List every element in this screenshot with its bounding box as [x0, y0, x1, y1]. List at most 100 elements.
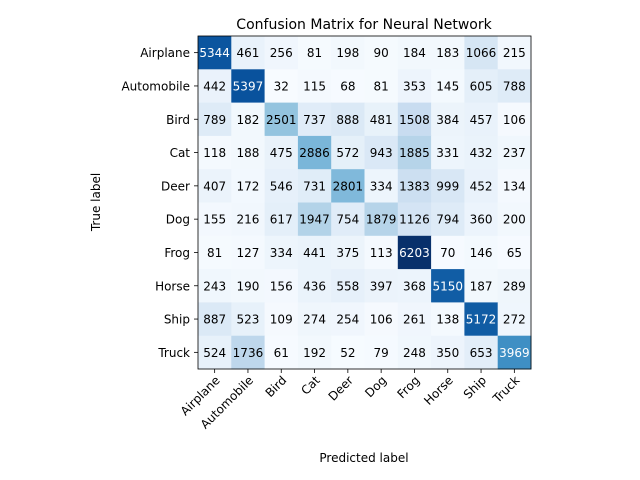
heatmap-cell: [464, 69, 499, 104]
heatmap-cell: [497, 36, 532, 70]
heatmap-cell: [397, 202, 432, 237]
heatmap-cell: [264, 102, 299, 137]
heatmap-cell: [264, 169, 299, 203]
heatmap-cell: [431, 335, 465, 370]
heatmap-cell: [331, 102, 365, 137]
cell-value-label: 653: [470, 346, 493, 360]
cell-value-label: 2886: [299, 146, 330, 160]
heatmap-cell: [331, 135, 365, 170]
heatmap-cell: [331, 269, 365, 303]
heatmap-cell: [364, 102, 399, 137]
heatmap-cell: [198, 302, 232, 337]
heatmap-cell: [297, 36, 332, 70]
cell-value-label: 243: [203, 279, 226, 293]
cell-value-label: 113: [370, 246, 393, 260]
y-tick-label: Horse: [155, 279, 190, 293]
cell-value-label: 999: [436, 179, 459, 193]
heatmap-cell: [431, 169, 465, 203]
cell-value-label: 237: [503, 146, 526, 160]
cell-value-label: 81: [307, 46, 322, 60]
cell-value-label: 145: [436, 79, 459, 93]
cell-value-label: 334: [270, 246, 293, 260]
cell-value-label: 134: [503, 179, 526, 193]
heatmap-cell: [397, 235, 432, 270]
heatmap-cell: [364, 69, 399, 104]
cell-value-label: 375: [336, 246, 359, 260]
cell-value-label: 442: [203, 79, 226, 93]
cell-value-label: 384: [436, 113, 459, 127]
cell-value-label: 118: [203, 146, 226, 160]
heatmap-cell: [431, 269, 465, 303]
heatmap-cell: [497, 335, 532, 370]
cell-value-label: 441: [303, 246, 326, 260]
heatmap-cell: [198, 69, 232, 104]
heatmap-cell: [364, 302, 399, 337]
cell-value-label: 90: [374, 46, 389, 60]
heatmap-cell: [264, 235, 299, 270]
heatmap-cell: [198, 102, 232, 137]
cell-value-label: 1885: [399, 146, 430, 160]
heatmap-cell: [198, 169, 232, 203]
heatmap-cell: [364, 135, 399, 170]
cell-value-label: 138: [436, 313, 459, 327]
cell-value-label: 1736: [233, 346, 264, 360]
heatmap-cell: [464, 135, 499, 170]
cell-value-label: 32: [274, 79, 289, 93]
heatmap-cell: [231, 269, 266, 303]
heatmap-cell: [198, 202, 232, 237]
heatmap-cell: [464, 202, 499, 237]
heatmap-cell: [431, 135, 465, 170]
heatmap-cell: [397, 335, 432, 370]
cell-value-label: 1383: [399, 179, 430, 193]
heatmap-cell: [497, 169, 532, 203]
heatmap-cell: [497, 235, 532, 270]
heatmap-cell: [397, 69, 432, 104]
y-tick-label: Cat: [170, 146, 191, 160]
heatmap-cell: [231, 202, 266, 237]
cell-value-label: 272: [503, 313, 526, 327]
cell-value-label: 350: [436, 346, 459, 360]
cell-value-label: 215: [503, 46, 526, 60]
heatmap-cell: [431, 69, 465, 104]
cell-value-label: 155: [203, 213, 226, 227]
heatmap-cell: [397, 169, 432, 203]
cell-value-label: 1126: [399, 213, 430, 227]
heatmap-cell: [264, 302, 299, 337]
cell-value-label: 1508: [399, 113, 430, 127]
cell-value-label: 1879: [366, 213, 397, 227]
cell-value-label: 524: [203, 346, 226, 360]
cell-value-label: 172: [236, 179, 259, 193]
heatmap-cell: [198, 335, 232, 370]
cell-value-label: 6203: [399, 246, 430, 260]
cell-value-label: 256: [270, 46, 293, 60]
chart-title: Confusion Matrix for Neural Network: [236, 17, 492, 33]
heatmap-cell: [464, 102, 499, 137]
heatmap-cell: [397, 102, 432, 137]
heatmap-cell: [231, 102, 266, 137]
cell-value-label: 3969: [499, 346, 530, 360]
cell-value-label: 887: [203, 313, 226, 327]
heatmap-cell: [264, 269, 299, 303]
heatmap-cell: [331, 235, 365, 270]
cell-value-label: 558: [336, 279, 359, 293]
heatmap-cell: [497, 202, 532, 237]
heatmap-cell: [364, 235, 399, 270]
heatmap-cell: [397, 302, 432, 337]
cell-value-label: 436: [303, 279, 326, 293]
cell-value-label: 2801: [333, 179, 364, 193]
heatmap-cell: [431, 102, 465, 137]
x-axis-label: Predicted label: [319, 451, 408, 465]
cell-value-label: 106: [370, 313, 393, 327]
y-tick-label: Deer: [161, 179, 190, 193]
cell-value-label: 452: [470, 179, 493, 193]
heatmap-cell: [397, 269, 432, 303]
heatmap-cell: [497, 302, 532, 337]
cell-value-label: 754: [336, 213, 359, 227]
cell-value-label: 1947: [299, 213, 330, 227]
cell-value-label: 360: [470, 213, 493, 227]
cell-value-label: 70: [440, 246, 455, 260]
heatmap-cell: [331, 36, 365, 70]
cell-value-label: 475: [270, 146, 293, 160]
heatmap-cell: [464, 335, 499, 370]
